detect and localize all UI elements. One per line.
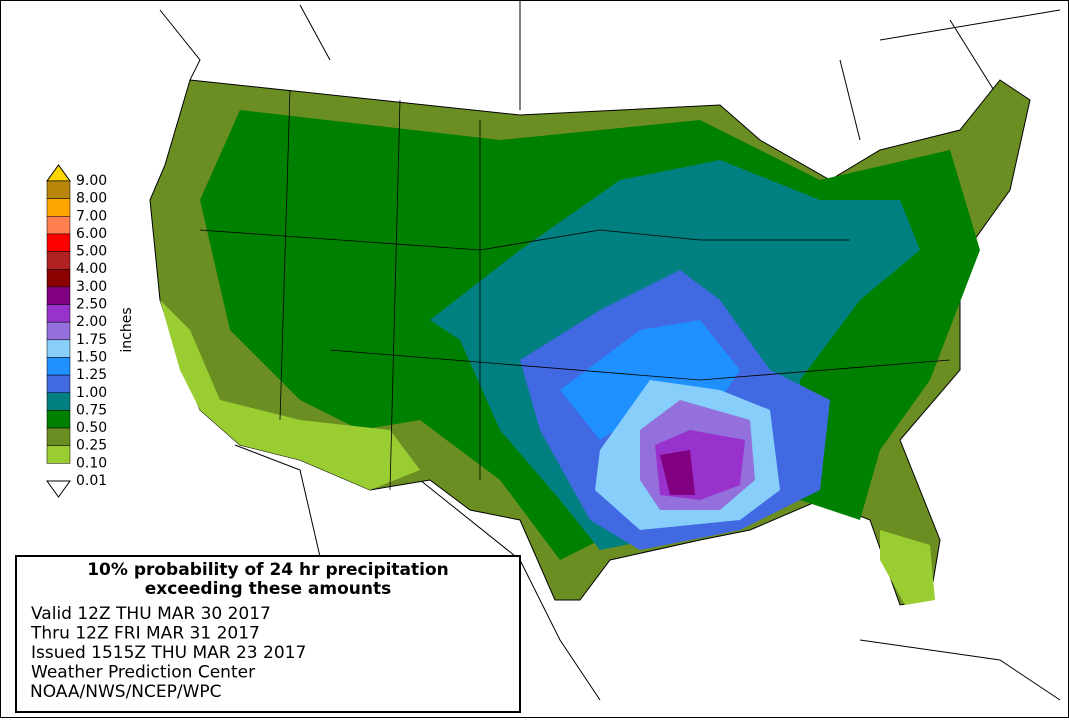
legend-label: 0.10 bbox=[76, 455, 107, 471]
info-line: Issued 1515Z THU MAR 23 2017 bbox=[31, 643, 306, 663]
legend-swatch bbox=[46, 304, 71, 323]
borders bbox=[159, 0, 1061, 141]
legend-label: 2.50 bbox=[76, 297, 107, 313]
legend-label: 0.50 bbox=[76, 420, 107, 436]
legend-swatch bbox=[46, 180, 71, 199]
legend-swatch bbox=[46, 392, 71, 411]
legend-label: 0.25 bbox=[76, 438, 107, 454]
info-line: NOAA/NWS/NCEP/WPC bbox=[30, 682, 222, 702]
legend-swatch bbox=[46, 357, 71, 376]
legend-label: 3.00 bbox=[76, 279, 107, 295]
info-title: 10% probability of 24 hr precipitation bbox=[87, 560, 449, 580]
legend-label: 9.00 bbox=[76, 173, 107, 189]
legend-label: 7.00 bbox=[76, 208, 107, 224]
info-box bbox=[15, 555, 521, 713]
legend-label: 4.00 bbox=[76, 261, 107, 277]
legend-label: 8.00 bbox=[76, 191, 107, 207]
florida-area bbox=[880, 530, 935, 605]
light-area bbox=[160, 300, 420, 490]
legend-swatch bbox=[46, 268, 71, 288]
legend-swatch bbox=[46, 233, 71, 252]
legend-swatch bbox=[46, 374, 71, 394]
legend-label: 1.50 bbox=[76, 349, 107, 365]
legend-label: 1.75 bbox=[76, 332, 107, 348]
legend-swatch bbox=[46, 251, 71, 270]
legend-label: 0.01 bbox=[76, 473, 107, 489]
legend-label: 0.75 bbox=[76, 402, 107, 418]
legend-label: 6.00 bbox=[76, 226, 107, 242]
legend-label: 2.00 bbox=[76, 314, 107, 330]
info-line: Weather Prediction Center bbox=[31, 663, 255, 683]
legend-label: 1.25 bbox=[76, 367, 107, 383]
info-line: Thru 12Z FRI MAR 31 2017 bbox=[30, 624, 260, 644]
legend-swatch bbox=[46, 410, 71, 429]
legend-swatch bbox=[46, 427, 71, 446]
state-lines bbox=[199, 89, 951, 491]
legend: 9.00 8.007.00 6.00 5.004.00 3.00 2.502.00 1.75… bbox=[46, 164, 107, 498]
max-area bbox=[660, 450, 695, 495]
legend-label: 5.00 bbox=[76, 244, 107, 260]
legend-swatch bbox=[46, 339, 71, 358]
legend-swatch bbox=[46, 445, 71, 464]
info-title: exceeding these amounts bbox=[145, 579, 391, 599]
legend-swatch bbox=[46, 321, 71, 341]
info-line: Valid 12Z THU MAR 30 2017 bbox=[31, 604, 271, 624]
legend-swatch bbox=[46, 216, 71, 235]
legend-swatch bbox=[46, 198, 71, 217]
legend-unit: inches bbox=[119, 307, 135, 352]
legend-label: 1.00 bbox=[76, 385, 107, 401]
legend-swatch bbox=[46, 286, 71, 305]
legend-bottom bbox=[46, 480, 71, 498]
